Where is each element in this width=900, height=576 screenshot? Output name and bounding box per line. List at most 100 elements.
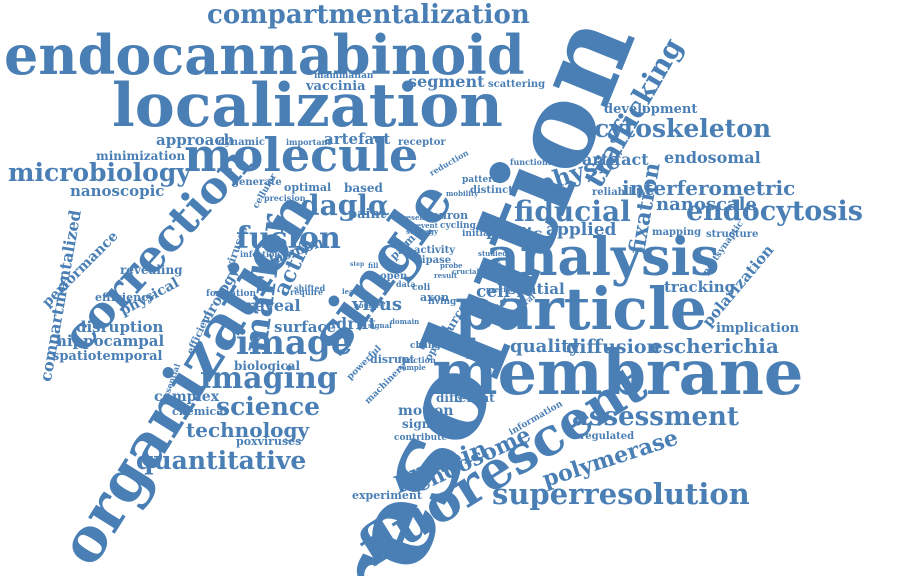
word-51: cell xyxy=(476,282,511,302)
word-22: daglα xyxy=(300,189,390,222)
word-143: precise xyxy=(486,285,515,294)
word-145: prevent xyxy=(408,221,438,230)
word-5: nanoscopic xyxy=(70,182,165,200)
word-82: revealing xyxy=(120,263,183,277)
word-97: reduction xyxy=(427,147,471,178)
word-72: optimal xyxy=(284,181,332,194)
word-134: domain xyxy=(390,317,420,326)
word-95: pattern xyxy=(462,175,500,185)
word-29: imaging xyxy=(200,361,338,396)
word-68: receptor xyxy=(398,137,446,148)
word-63: scattering xyxy=(488,79,546,90)
word-136: bound xyxy=(354,301,379,310)
word-2: localization xyxy=(112,71,503,141)
word-141: crucial xyxy=(452,267,480,276)
word-99: cycling xyxy=(440,221,476,231)
word-92: reliability xyxy=(592,187,647,198)
word-131: probe xyxy=(440,261,463,270)
word-93: functional xyxy=(510,157,557,167)
word-71: generate xyxy=(232,177,282,188)
word-84: signaling xyxy=(402,417,465,431)
word-28: science xyxy=(216,392,321,421)
word-24: superresolution xyxy=(492,477,750,511)
word-56: surface xyxy=(274,318,337,336)
word-70: minimization xyxy=(96,149,186,163)
word-3: molecule xyxy=(184,128,419,182)
word-139: result xyxy=(434,271,458,280)
word-128: fill xyxy=(368,261,379,270)
word-14: spatiotemporal xyxy=(52,349,163,364)
word-78: biological xyxy=(234,359,301,373)
word-87: regulated xyxy=(580,431,635,442)
word-66: dynamic xyxy=(218,137,266,148)
word-20: fiducial xyxy=(514,195,631,228)
word-121: squirrel xyxy=(466,351,502,361)
word-50: spatial xyxy=(508,280,565,298)
word-35: cytoskeleton xyxy=(594,114,772,143)
word-133: function xyxy=(398,355,436,365)
word-94: distinct xyxy=(470,185,513,196)
word-100: formation xyxy=(206,289,257,299)
word-129: mobility xyxy=(446,189,479,198)
word-30: image xyxy=(236,323,353,363)
word-119: contribute xyxy=(394,433,448,443)
word-127: open xyxy=(380,271,408,282)
word-123: entry xyxy=(480,269,504,279)
word-13: hippocampal xyxy=(56,332,165,350)
word-61: vaccinia xyxy=(306,79,366,94)
word-53: applied xyxy=(546,220,617,240)
word-65: approach xyxy=(156,131,235,149)
word-47: escherichia xyxy=(650,334,779,358)
word-0: compartmentalization xyxy=(207,0,530,30)
word-17: particle xyxy=(455,275,707,343)
word-105: require xyxy=(290,287,324,297)
word-74: paint xyxy=(348,207,386,222)
word-49: quality xyxy=(510,336,580,357)
word-26: quantitative xyxy=(136,446,307,475)
word-69: artefact xyxy=(324,130,391,148)
word-52: fluidic xyxy=(486,224,543,243)
word-75: complex xyxy=(154,389,220,405)
word-90: structure xyxy=(706,229,759,240)
word-103: precision xyxy=(264,193,306,203)
word-4: microbiology xyxy=(8,158,191,187)
word-55: drift xyxy=(336,314,376,333)
word-108: axon xyxy=(420,291,450,304)
word-86: different xyxy=(436,391,495,405)
word-46: implication xyxy=(716,321,800,336)
word-107: lipase xyxy=(418,255,452,266)
word-125: coli xyxy=(412,283,431,293)
word-1: endocannabinoid xyxy=(4,23,525,87)
word-126: data xyxy=(396,279,416,289)
word-10: efficiency xyxy=(95,291,155,304)
word-96: initial xyxy=(462,229,493,239)
word-85: experiment xyxy=(352,489,422,502)
word-67: important xyxy=(286,137,332,147)
word-132: sample xyxy=(398,363,426,372)
word-142: step xyxy=(350,261,365,268)
word-138: lead xyxy=(342,287,359,296)
word-73: based xyxy=(344,181,383,195)
word-40: artifact xyxy=(582,150,649,169)
word-130: studied xyxy=(478,249,508,258)
word-120: change xyxy=(410,341,447,351)
word-77: poxviruses xyxy=(236,435,302,448)
word-137: drive xyxy=(366,299,386,308)
word-113: disrupt xyxy=(370,353,415,366)
word-89: mapping xyxy=(652,227,702,238)
word-60: segment xyxy=(408,72,485,91)
word-27: technology xyxy=(186,418,310,442)
word-98: neuron xyxy=(424,209,469,222)
word-39: endosomal xyxy=(664,148,761,167)
word-38: nanoscale xyxy=(656,194,757,215)
word-48: diffusion xyxy=(566,336,661,358)
word-124: good xyxy=(482,261,502,270)
word-19: analysis xyxy=(486,227,720,288)
word-57: reveal xyxy=(246,296,301,315)
word-83: motion xyxy=(398,403,454,419)
word-21: fusion xyxy=(236,221,341,256)
word-109: living xyxy=(428,297,457,307)
word-64: development xyxy=(604,102,698,117)
word-54: virus xyxy=(352,294,403,315)
